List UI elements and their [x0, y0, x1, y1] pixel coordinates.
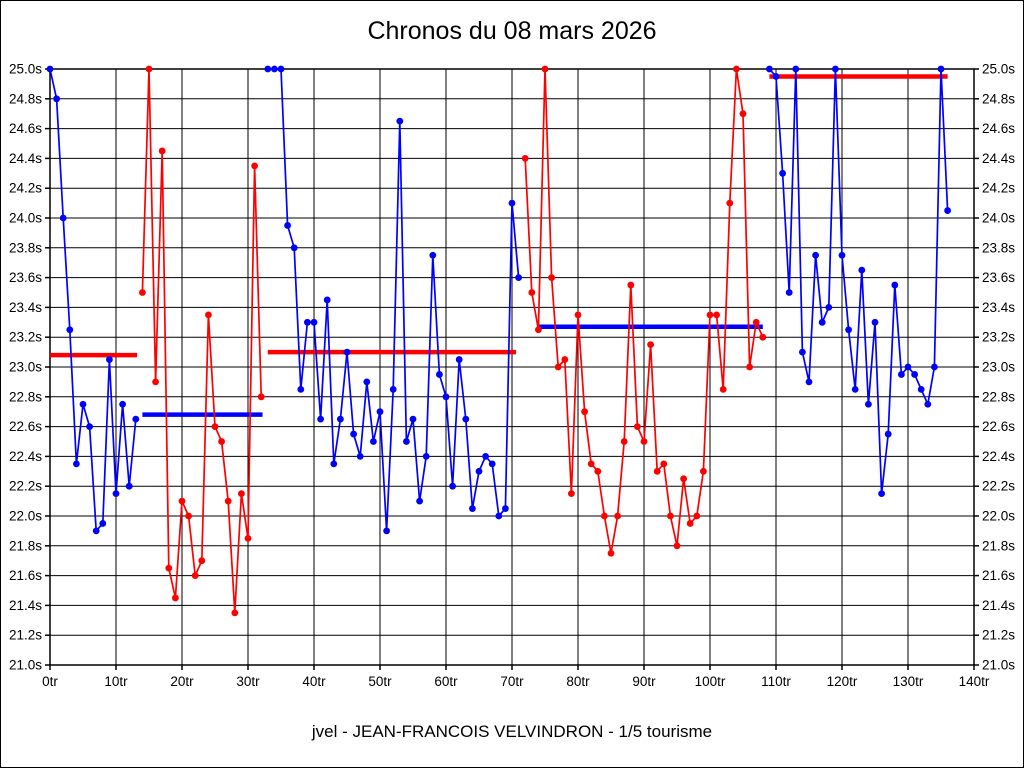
svg-text:30tr: 30tr — [236, 674, 260, 689]
svg-text:40tr: 40tr — [302, 674, 326, 689]
svg-text:22.6s: 22.6s — [982, 419, 1015, 434]
svg-text:90tr: 90tr — [632, 674, 656, 689]
svg-text:23.6s: 23.6s — [9, 270, 42, 285]
chart-title: Chronos du 08 mars 2026 — [367, 17, 657, 45]
svg-text:24.2s: 24.2s — [982, 181, 1015, 196]
svg-text:21.0s: 21.0s — [9, 658, 42, 673]
svg-text:23.6s: 23.6s — [982, 270, 1015, 285]
svg-text:80tr: 80tr — [566, 674, 590, 689]
svg-text:25.0s: 25.0s — [9, 62, 42, 77]
svg-text:21.4s: 21.4s — [9, 598, 42, 613]
svg-text:10tr: 10tr — [104, 674, 128, 689]
svg-text:22.0s: 22.0s — [982, 509, 1015, 524]
svg-text:22.8s: 22.8s — [982, 389, 1015, 404]
svg-text:24.6s: 24.6s — [9, 121, 42, 136]
svg-text:24.0s: 24.0s — [982, 211, 1015, 226]
svg-text:22.8s: 22.8s — [9, 389, 42, 404]
chart-caption: jvel - JEAN-FRANCOIS VELVINDRON - 1/5 to… — [311, 722, 713, 741]
svg-text:100tr: 100tr — [695, 674, 726, 689]
svg-text:21.6s: 21.6s — [982, 568, 1015, 583]
svg-text:21.2s: 21.2s — [9, 628, 42, 643]
svg-text:0tr: 0tr — [42, 674, 58, 689]
svg-text:23.0s: 23.0s — [982, 360, 1015, 375]
svg-text:23.4s: 23.4s — [982, 300, 1015, 315]
svg-text:50tr: 50tr — [368, 674, 392, 689]
svg-text:22.2s: 22.2s — [9, 479, 42, 494]
svg-text:21.8s: 21.8s — [982, 538, 1015, 553]
svg-text:24.4s: 24.4s — [982, 151, 1015, 166]
svg-text:20tr: 20tr — [170, 674, 194, 689]
svg-text:22.4s: 22.4s — [9, 449, 42, 464]
svg-text:21.6s: 21.6s — [9, 568, 42, 583]
svg-text:23.8s: 23.8s — [9, 240, 42, 255]
svg-text:22.2s: 22.2s — [982, 479, 1015, 494]
svg-text:130tr: 130tr — [893, 674, 924, 689]
svg-text:24.4s: 24.4s — [9, 151, 42, 166]
svg-text:23.4s: 23.4s — [9, 300, 42, 315]
svg-text:60tr: 60tr — [434, 674, 458, 689]
svg-text:23.2s: 23.2s — [982, 330, 1015, 345]
svg-text:120tr: 120tr — [827, 674, 858, 689]
svg-text:22.4s: 22.4s — [982, 449, 1015, 464]
svg-text:24.0s: 24.0s — [9, 211, 42, 226]
svg-text:23.0s: 23.0s — [9, 360, 42, 375]
svg-text:22.0s: 22.0s — [9, 509, 42, 524]
svg-text:21.0s: 21.0s — [982, 658, 1015, 673]
svg-text:110tr: 110tr — [761, 674, 791, 689]
svg-text:70tr: 70tr — [500, 674, 524, 689]
svg-text:23.8s: 23.8s — [982, 240, 1015, 255]
svg-text:21.8s: 21.8s — [9, 538, 42, 553]
svg-text:22.6s: 22.6s — [9, 419, 42, 434]
svg-text:24.8s: 24.8s — [9, 91, 42, 106]
svg-text:24.2s: 24.2s — [9, 181, 42, 196]
svg-text:24.8s: 24.8s — [982, 91, 1015, 106]
svg-text:23.2s: 23.2s — [9, 330, 42, 345]
svg-text:21.4s: 21.4s — [982, 598, 1015, 613]
svg-text:25.0s: 25.0s — [982, 62, 1015, 77]
svg-text:140tr: 140tr — [959, 674, 990, 689]
svg-text:21.2s: 21.2s — [982, 628, 1015, 643]
svg-text:24.6s: 24.6s — [982, 121, 1015, 136]
